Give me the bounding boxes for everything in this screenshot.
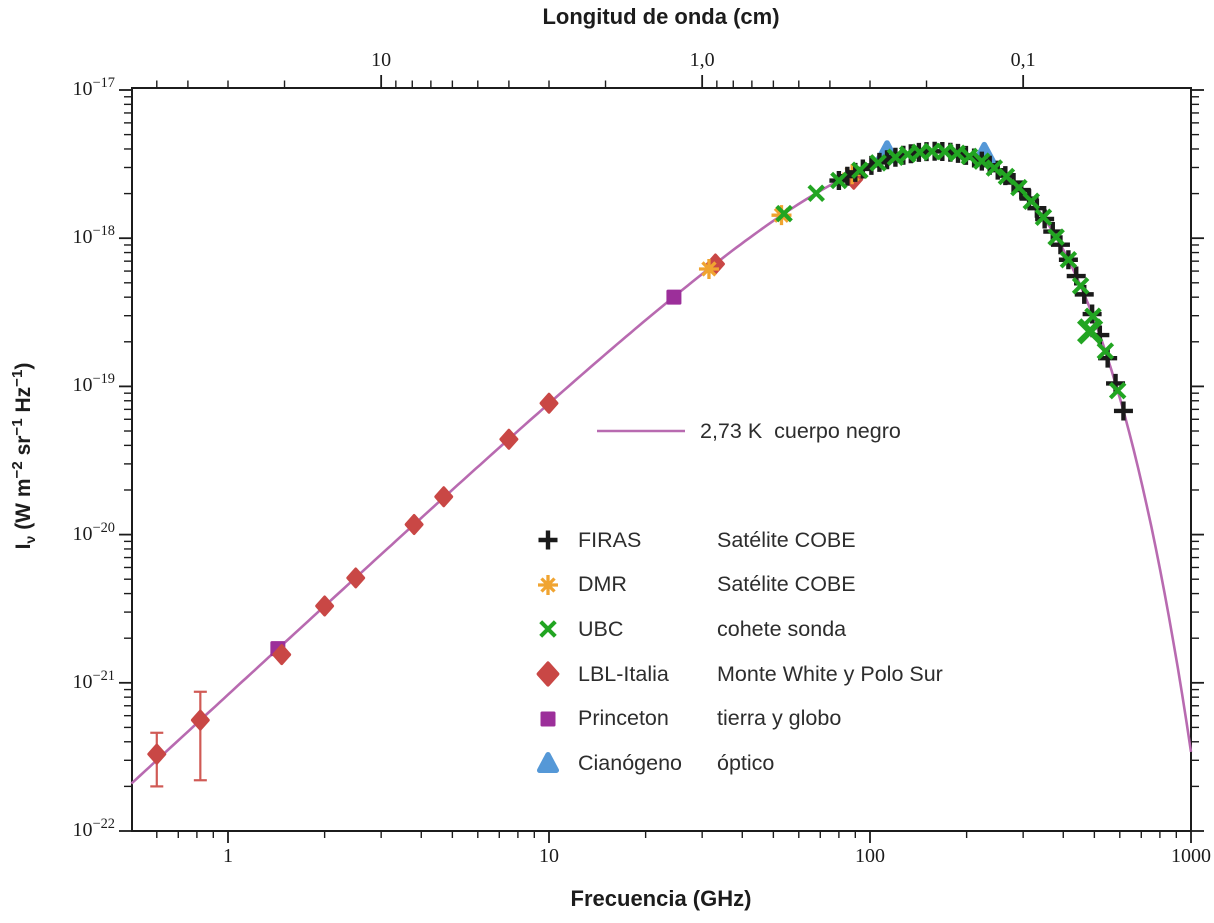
wavelength-tick-label: 0,1 bbox=[1010, 49, 1036, 71]
blackbody-line-sample bbox=[597, 429, 685, 433]
asterisk-marker bbox=[698, 258, 719, 279]
x-tick-label: 1000 bbox=[1171, 845, 1211, 867]
y-axis-title: Iν (W m−2 sr−1 Hz−1) bbox=[8, 362, 39, 550]
legend: FIRAS Satélite COBE DMR Satélite COBE UBC coh… bbox=[533, 518, 943, 786]
curve-label: 2,73 K cuerpo negro bbox=[595, 417, 901, 445]
x-marker bbox=[539, 620, 557, 639]
legend-description: Satélite COBE bbox=[717, 572, 856, 597]
wavelength-tick-label: 10 bbox=[371, 49, 392, 71]
x-tick-label: 1 bbox=[223, 845, 233, 867]
x-marker bbox=[775, 204, 793, 223]
y-tick-label: 10−21 bbox=[72, 667, 115, 693]
x-marker bbox=[1096, 342, 1115, 360]
dmr-legend-marker-icon bbox=[538, 574, 558, 595]
legend-name: Princeton bbox=[578, 706, 669, 731]
legend-description: Monte White y Polo Sur bbox=[717, 661, 943, 686]
legend-row-princeton: Princeton tierra y globo bbox=[533, 696, 943, 741]
legend-description: óptico bbox=[717, 750, 775, 775]
error-bar bbox=[193, 690, 207, 782]
series-ubc bbox=[775, 142, 1127, 400]
legend-name: LBL-Italia bbox=[578, 661, 669, 686]
princeton-legend-marker-icon bbox=[540, 711, 556, 727]
x-marker bbox=[851, 161, 869, 180]
diamond-marker bbox=[536, 661, 560, 687]
legend-row-firas: FIRAS Satélite COBE bbox=[533, 518, 943, 563]
lbl-legend-marker-icon bbox=[536, 661, 560, 687]
x-marker bbox=[1022, 192, 1041, 210]
x-marker bbox=[1076, 318, 1104, 345]
x-marker bbox=[948, 144, 967, 163]
x-axis-title: Frecuencia (GHz) bbox=[570, 886, 752, 911]
diamond-marker bbox=[272, 644, 292, 666]
legend-row-cyanogen: Cianógeno óptico bbox=[533, 741, 943, 786]
series-lbl bbox=[147, 168, 864, 765]
legend-description: cohete sonda bbox=[717, 616, 847, 641]
ubc-legend-marker-icon bbox=[539, 620, 557, 639]
legend-row-lbl: LBL-Italia Monte White y Polo Sur bbox=[533, 652, 943, 697]
x-marker bbox=[1010, 178, 1028, 197]
top-axis-title: Longitud de onda (cm) bbox=[542, 4, 780, 29]
curve-label-text: 2,73 K cuerpo negro bbox=[700, 418, 901, 443]
x-marker bbox=[807, 184, 825, 202]
diamond-marker bbox=[315, 595, 335, 617]
asterisk-marker bbox=[538, 574, 558, 595]
plot-box bbox=[131, 87, 1192, 832]
legend-name: DMR bbox=[578, 572, 627, 597]
x-marker bbox=[1071, 277, 1090, 295]
x-marker bbox=[960, 147, 979, 166]
diamond-marker bbox=[346, 567, 366, 589]
x-marker bbox=[985, 159, 1004, 177]
square-marker bbox=[666, 289, 682, 305]
y-tick-label: 10−20 bbox=[72, 519, 115, 545]
x-marker bbox=[830, 171, 848, 190]
diamond-marker bbox=[404, 513, 424, 535]
y-tick-label: 10−17 bbox=[72, 75, 115, 100]
triangle-marker bbox=[536, 752, 560, 774]
legend-name: UBC bbox=[578, 616, 624, 641]
diamond-marker bbox=[499, 428, 519, 450]
plus-marker bbox=[1113, 401, 1133, 421]
x-marker bbox=[973, 152, 991, 170]
x-marker bbox=[1059, 250, 1078, 269]
wavelength-tick-label: 1,0 bbox=[689, 49, 715, 71]
legend-row-dmr: DMR Satélite COBE bbox=[533, 563, 943, 608]
plus-marker bbox=[538, 530, 558, 550]
legend-name: Cianógeno bbox=[578, 750, 683, 775]
diamond-marker bbox=[147, 743, 167, 765]
diamond-marker bbox=[190, 709, 210, 731]
diamond-marker bbox=[539, 392, 559, 414]
x-marker bbox=[1034, 208, 1053, 227]
square-marker bbox=[540, 711, 556, 727]
legend-name: FIRAS bbox=[578, 527, 642, 552]
legend-description: Satélite COBE bbox=[717, 527, 856, 552]
cyanogen-legend-marker-icon bbox=[536, 752, 560, 774]
diamond-marker bbox=[434, 486, 454, 508]
x-tick-label: 10 bbox=[539, 845, 559, 867]
plus-marker bbox=[1050, 235, 1070, 255]
y-tick-label: 10−18 bbox=[72, 223, 115, 249]
legend-row-ubc: UBC cohete sonda bbox=[533, 607, 943, 652]
x-marker bbox=[886, 148, 905, 167]
x-tick-label: 100 bbox=[855, 845, 885, 867]
y-tick-label: 10−19 bbox=[72, 371, 115, 397]
x-marker bbox=[1047, 228, 1065, 246]
firas-legend-marker-icon bbox=[538, 530, 558, 550]
legend-description: tierra y globo bbox=[717, 706, 842, 731]
x-marker bbox=[869, 154, 887, 172]
y-tick-label: 10−22 bbox=[72, 816, 115, 841]
x-marker bbox=[1108, 381, 1127, 400]
